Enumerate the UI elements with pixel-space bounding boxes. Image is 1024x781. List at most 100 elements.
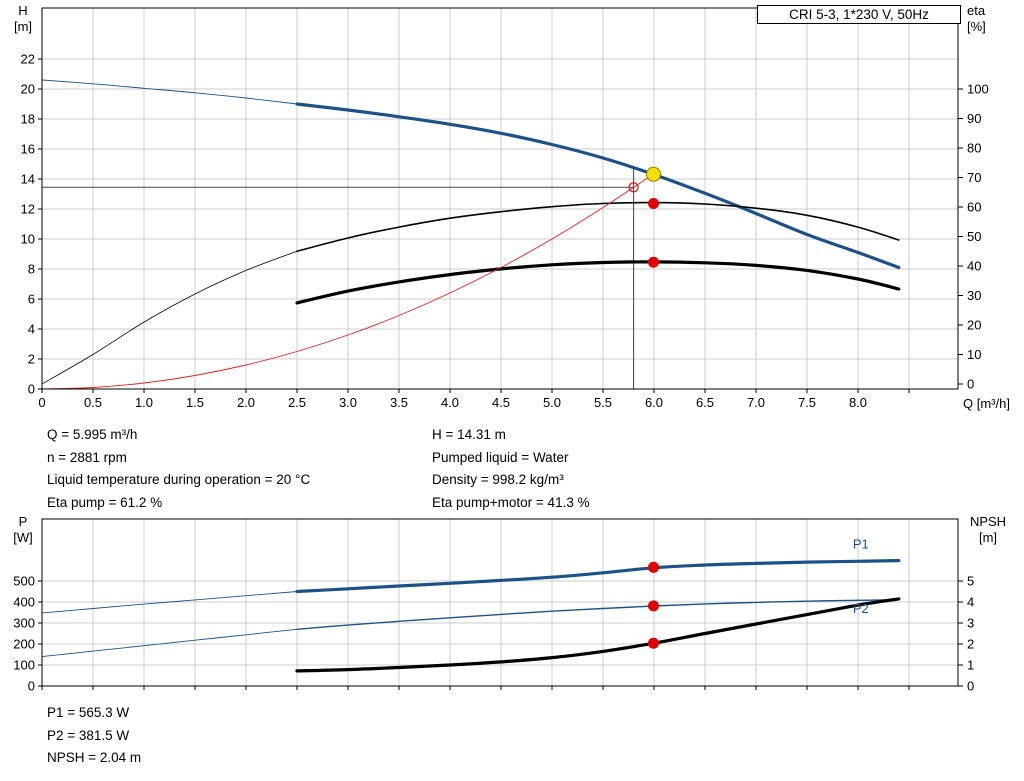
svg-text:0: 0 xyxy=(967,679,974,694)
svg-text:70: 70 xyxy=(967,170,981,185)
p1-curve xyxy=(295,559,901,594)
eta-axis-label: eta [%] xyxy=(967,3,986,35)
svg-text:4.5: 4.5 xyxy=(492,395,510,410)
readout-speed: n = 2881 rpm xyxy=(47,449,127,465)
power-npsh-chart[interactable]: 0 100 200 300 400 500 0 1 2 3 4 5 P1 P2 xyxy=(13,518,974,694)
p2-curve-extension xyxy=(41,628,298,658)
svg-text:500: 500 xyxy=(13,574,35,589)
h-curve xyxy=(295,102,901,270)
duty-readout-right: H = 14.31 m Pumped liquid = Water Densit… xyxy=(432,424,590,514)
svg-text:7.5: 7.5 xyxy=(798,395,816,410)
requested-duty-point[interactable] xyxy=(628,182,639,193)
svg-text:30: 30 xyxy=(967,288,981,303)
svg-text:3: 3 xyxy=(967,616,974,631)
svg-text:3.5: 3.5 xyxy=(390,395,408,410)
svg-text:2.0: 2.0 xyxy=(237,395,255,410)
readout-density: Density = 998.2 kg/m³ xyxy=(432,472,564,487)
svg-text:22: 22 xyxy=(21,52,35,67)
svg-text:2: 2 xyxy=(28,352,35,367)
p1-point[interactable] xyxy=(648,561,659,573)
svg-text:100: 100 xyxy=(13,658,35,673)
svg-text:6: 6 xyxy=(28,292,35,307)
readout-npsh: NPSH = 2.04 m xyxy=(47,750,142,765)
p1-label: P1 xyxy=(853,537,869,552)
h-curve-extension xyxy=(41,79,298,105)
svg-text:2.5: 2.5 xyxy=(288,395,306,410)
npsh-axis-name: NPSH xyxy=(969,514,1007,529)
svg-text:90: 90 xyxy=(967,111,981,126)
svg-text:300: 300 xyxy=(13,616,35,631)
svg-text:1.5: 1.5 xyxy=(186,395,204,410)
eta-axis-unit: [%] xyxy=(967,19,986,34)
npsh-axis-unit: [m] xyxy=(978,530,998,545)
svg-text:1: 1 xyxy=(967,658,974,673)
svg-text:10: 10 xyxy=(967,347,981,362)
svg-text:0: 0 xyxy=(28,679,35,694)
svg-text:4.0: 4.0 xyxy=(441,395,459,410)
svg-text:4: 4 xyxy=(28,322,35,337)
svg-text:7.0: 7.0 xyxy=(747,395,765,410)
qh-eta-chart-grid xyxy=(42,8,958,389)
h-axis-unit: [m] xyxy=(13,19,33,34)
svg-text:400: 400 xyxy=(13,595,35,610)
eta-pump-point[interactable] xyxy=(648,198,659,209)
svg-text:5.5: 5.5 xyxy=(594,395,612,410)
h-axis-name: H xyxy=(18,3,28,18)
p-axis-label: P [W] xyxy=(4,514,42,546)
qh-eta-chart[interactable]: 0 0.5 1.0 1.5 2.0 2.5 3.0 3.5 4.0 4.5 5.0 5.5 6.0 6.5… xyxy=(21,7,989,411)
readout-liquid-temperature: Liquid temperature during operation = 20… xyxy=(47,472,311,487)
svg-text:20: 20 xyxy=(967,318,981,333)
p-axis-name: P xyxy=(18,514,28,529)
svg-text:14: 14 xyxy=(21,172,35,187)
p2-curve xyxy=(296,599,900,630)
svg-text:8.0: 8.0 xyxy=(849,395,867,410)
npsh-axis-label: NPSH [m] xyxy=(960,514,1016,546)
svg-text:12: 12 xyxy=(21,202,35,217)
svg-text:80: 80 xyxy=(967,141,981,156)
svg-text:6.5: 6.5 xyxy=(696,395,714,410)
svg-text:6.0: 6.0 xyxy=(645,395,663,410)
npsh-curve xyxy=(295,597,901,673)
svg-text:2: 2 xyxy=(967,637,974,652)
qh-eta-chart-axes: 0 0.5 1.0 1.5 2.0 2.5 3.0 3.5 4.0 4.5 5.0 5.5 6.0 6.5… xyxy=(21,52,989,411)
svg-text:18: 18 xyxy=(21,112,35,127)
p-axis-unit: [W] xyxy=(13,530,33,545)
readout-p1: P1 = 565.3 W xyxy=(47,705,130,720)
svg-text:0: 0 xyxy=(28,382,35,397)
system-curve xyxy=(41,173,655,390)
readout-head: H = 14.31 m xyxy=(432,427,506,442)
pump-title: CRI 5-3, 1*230 V, 50Hz xyxy=(757,5,961,24)
eta-pump-curve-extension xyxy=(41,250,298,385)
svg-text:3.0: 3.0 xyxy=(339,395,357,410)
duty-readout-left: Q = 5.995 m³/h n = 2881 rpm Liquid tempe… xyxy=(47,424,310,514)
svg-text:0.5: 0.5 xyxy=(84,395,102,410)
eta-pump-curve xyxy=(296,201,900,253)
eta-pump-motor-point[interactable] xyxy=(648,256,659,268)
svg-text:4: 4 xyxy=(967,595,974,610)
readout-flow: Q = 5.995 m³/h xyxy=(47,427,138,442)
svg-text:5.0: 5.0 xyxy=(543,395,561,410)
npsh-point[interactable] xyxy=(648,637,659,649)
svg-text:1.0: 1.0 xyxy=(135,395,153,410)
readout-pumped-liquid: Pumped liquid = Water xyxy=(432,449,569,465)
p2-point[interactable] xyxy=(648,600,659,612)
duty-point[interactable] xyxy=(646,166,661,182)
svg-text:0: 0 xyxy=(967,377,974,392)
eta-axis-name: eta xyxy=(967,3,986,18)
svg-text:60: 60 xyxy=(967,200,981,215)
q-axis-label: Q [m³/h] xyxy=(963,396,1010,411)
svg-text:10: 10 xyxy=(21,232,35,247)
readout-eta-pump-motor: Eta pump+motor = 41.3 % xyxy=(432,494,590,510)
svg-text:16: 16 xyxy=(21,142,35,157)
svg-text:50: 50 xyxy=(967,229,981,244)
p1-curve-extension xyxy=(41,591,298,614)
svg-text:5: 5 xyxy=(967,574,974,589)
qh-eta-chart-frame xyxy=(41,7,959,390)
power-npsh-chart-axes: 0 100 200 300 400 500 0 1 2 3 4 5 xyxy=(13,574,974,694)
readout-eta-pump: Eta pump = 61.2 % xyxy=(47,494,163,510)
eta-pump-motor-curve xyxy=(295,260,901,305)
svg-text:100: 100 xyxy=(967,82,989,97)
readout-p2: P2 = 381.5 W xyxy=(47,727,130,743)
